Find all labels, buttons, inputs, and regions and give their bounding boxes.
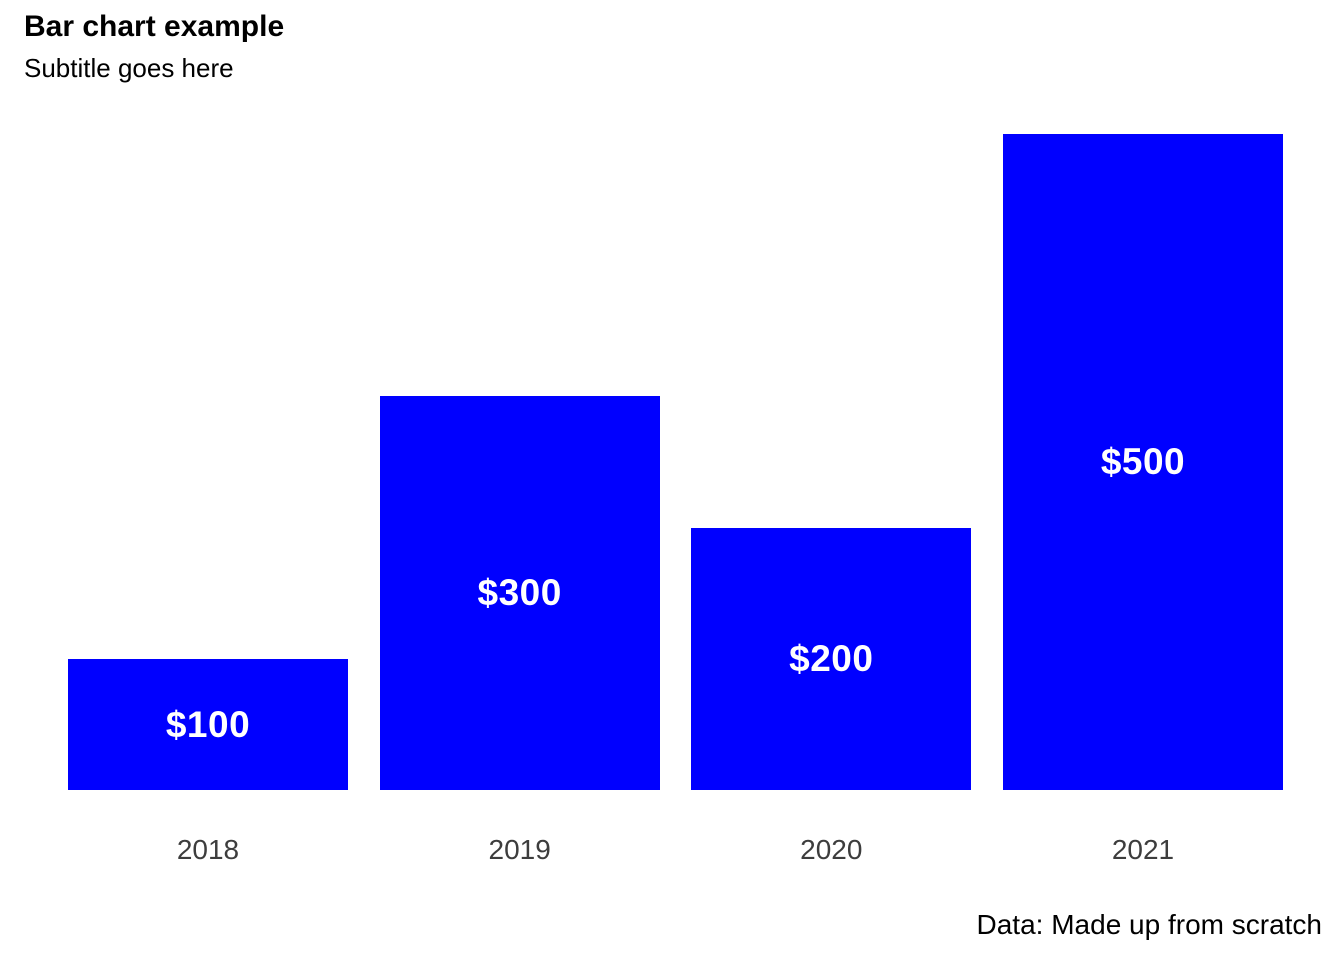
x-axis-label-2020: 2020 xyxy=(800,834,863,865)
bar-2020: $200 xyxy=(691,528,972,790)
x-axis-labels: 2018 2019 2020 2021 xyxy=(68,834,1283,866)
bar-value-label-2018: $100 xyxy=(165,703,251,745)
bar-value-label-2021: $500 xyxy=(1100,441,1186,482)
x-axis-label-2019: 2019 xyxy=(488,834,551,865)
chart-caption: Data: Made up from scratch xyxy=(976,909,1322,940)
bar-2021: $500 xyxy=(1002,134,1283,790)
bar-2019: $300 xyxy=(379,396,660,790)
bar-value-label-2020: $200 xyxy=(789,638,874,679)
chart-title: Bar chart example xyxy=(24,10,285,43)
chart-header: Bar chart example Subtitle goes here xyxy=(24,10,284,83)
x-axis-label-2021: 2021 xyxy=(1111,834,1175,865)
x-axis-label-2018: 2018 xyxy=(176,834,240,865)
bar-2018: $100 xyxy=(68,659,348,790)
chart-subtitle: Subtitle goes here xyxy=(24,53,234,83)
bar-value-label-2019: $300 xyxy=(477,572,562,613)
bar-chart-plot-area: $100 $300 $200 $500 xyxy=(68,134,1283,790)
